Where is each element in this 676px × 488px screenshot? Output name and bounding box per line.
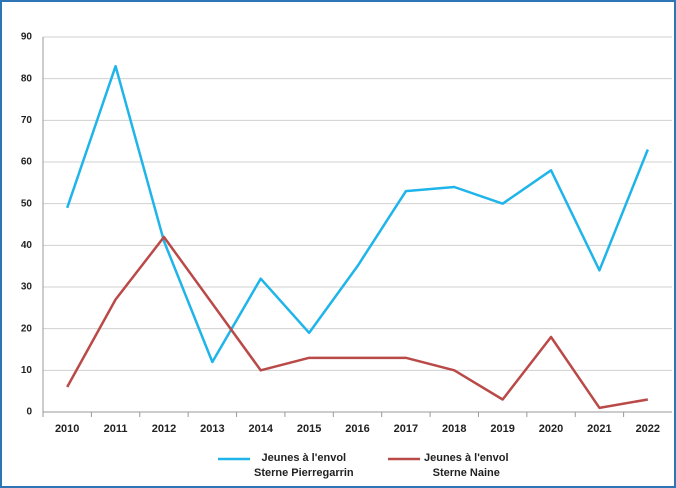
x-tick-label: 2018 [442, 423, 466, 435]
x-tick-label: 2021 [587, 423, 611, 435]
series-line [66, 64, 649, 364]
series-line [66, 235, 649, 410]
y-tick-label: 70 [21, 115, 33, 126]
x-tick-label: 2010 [55, 423, 79, 435]
y-tick-label: 80 [21, 73, 33, 84]
x-tick-label: 2017 [394, 423, 418, 435]
y-tick-label: 10 [21, 365, 33, 376]
y-tick-label: 60 [21, 157, 33, 168]
x-tick-label: 2019 [490, 423, 514, 435]
x-tick-label: 2014 [248, 423, 273, 435]
x-tick-label: 2013 [200, 423, 224, 435]
y-tick-label: 30 [21, 282, 33, 293]
y-tick-label: 50 [21, 198, 33, 209]
x-tick-label: 2016 [345, 423, 369, 435]
y-tick-label: 0 [26, 407, 32, 418]
x-tick-label: 2020 [539, 423, 563, 435]
legend-label: Jeunes à l'envol Sterne Naine [424, 452, 509, 479]
x-tick-label: 2012 [152, 423, 176, 435]
x-tick-label: 2022 [636, 423, 660, 435]
y-tick-label: 90 [21, 32, 33, 43]
y-tick-label: 40 [21, 240, 33, 251]
y-tick-label: 20 [21, 323, 33, 334]
x-tick-label: 2015 [297, 423, 321, 435]
x-tick-label: 2011 [104, 423, 128, 435]
legend-label: Jeunes à l'envol Sterne Pierregarrin [254, 452, 354, 479]
